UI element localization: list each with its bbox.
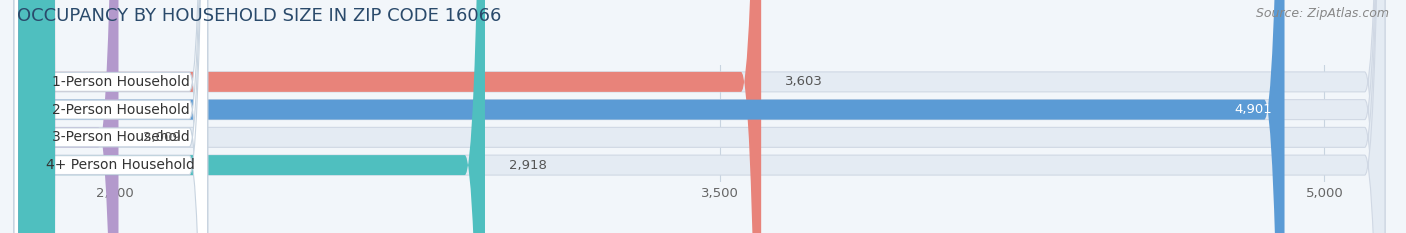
- Text: 2,918: 2,918: [509, 159, 547, 171]
- FancyBboxPatch shape: [14, 0, 1385, 233]
- Circle shape: [18, 0, 55, 233]
- FancyBboxPatch shape: [14, 0, 1385, 233]
- Text: 4,901: 4,901: [1234, 103, 1272, 116]
- Text: 3,603: 3,603: [786, 75, 824, 88]
- FancyBboxPatch shape: [14, 0, 208, 233]
- FancyBboxPatch shape: [14, 0, 485, 233]
- FancyBboxPatch shape: [14, 0, 1385, 233]
- FancyBboxPatch shape: [14, 0, 118, 233]
- Text: 2,009: 2,009: [142, 131, 180, 144]
- FancyBboxPatch shape: [14, 0, 761, 233]
- Text: 2-Person Household: 2-Person Household: [52, 103, 190, 117]
- Circle shape: [18, 0, 55, 233]
- Text: 3-Person Household: 3-Person Household: [52, 130, 190, 144]
- Text: Source: ZipAtlas.com: Source: ZipAtlas.com: [1256, 7, 1389, 20]
- FancyBboxPatch shape: [14, 0, 208, 233]
- FancyBboxPatch shape: [14, 0, 208, 233]
- FancyBboxPatch shape: [14, 0, 1285, 233]
- Text: OCCUPANCY BY HOUSEHOLD SIZE IN ZIP CODE 16066: OCCUPANCY BY HOUSEHOLD SIZE IN ZIP CODE …: [17, 7, 502, 25]
- Circle shape: [18, 0, 55, 233]
- Text: 4+ Person Household: 4+ Person Household: [46, 158, 195, 172]
- Circle shape: [18, 0, 55, 233]
- FancyBboxPatch shape: [14, 0, 1385, 233]
- FancyBboxPatch shape: [14, 0, 208, 233]
- Text: 1-Person Household: 1-Person Household: [52, 75, 190, 89]
